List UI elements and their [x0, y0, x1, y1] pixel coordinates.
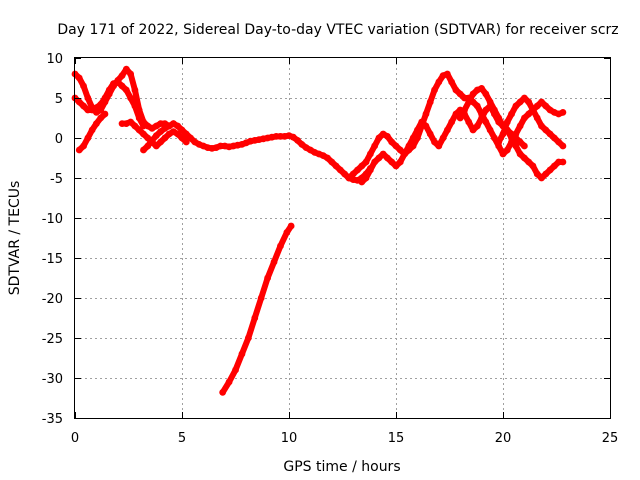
data-point [559, 142, 567, 150]
x-tick-label: 15 [388, 431, 405, 446]
data-point [182, 138, 190, 146]
y-tick-label: -15 [42, 252, 63, 267]
y-tick-label: -35 [42, 412, 63, 427]
y-tick-label: -10 [42, 212, 63, 227]
y-tick-label: -25 [42, 332, 63, 347]
series-arc-3 [75, 110, 109, 154]
axis-ticks: 0 5 10 15 20 25 10 5 0 -5 -10 -15 -20 -25 -30 -35 [42, 52, 619, 446]
x-tick-label: 5 [178, 431, 186, 446]
data-point [170, 120, 177, 127]
x-tick-label: 20 [495, 431, 512, 446]
data-point [559, 109, 567, 116]
series-arc-5 [140, 120, 177, 154]
y-tick-label: 10 [46, 52, 63, 67]
series-arc-9 [495, 94, 567, 150]
data-point-trail [251, 295, 265, 321]
x-tick-label: 10 [281, 431, 298, 446]
series-arc-6 [219, 222, 295, 396]
y-axis-label: SDTVAR / TECUs [7, 181, 23, 296]
data-point [140, 122, 147, 130]
plot-frame [74, 57, 611, 419]
y-tick-label: -30 [42, 372, 63, 387]
y-tick-label: 5 [55, 92, 63, 107]
y-tick-label: 0 [55, 132, 63, 147]
chart-title: Day 171 of 2022, Sidereal Day-to-day VTE… [57, 22, 618, 38]
data-point [559, 158, 567, 166]
x-tick-label: 25 [602, 431, 619, 446]
data-point [521, 142, 528, 150]
data-point [287, 222, 295, 230]
data-point [101, 110, 109, 118]
series-arc-10 [456, 85, 528, 150]
series-arc-2 [71, 78, 147, 130]
data-point-trail [258, 275, 271, 301]
data-point-trail [131, 87, 143, 113]
data-points [71, 65, 567, 396]
data-point-trail [245, 315, 258, 341]
x-axis-label: GPS time / hours [283, 459, 400, 475]
x-tick-label: 0 [71, 431, 79, 446]
y-tick-label: -20 [42, 292, 63, 307]
y-tick-label: -5 [50, 172, 63, 187]
